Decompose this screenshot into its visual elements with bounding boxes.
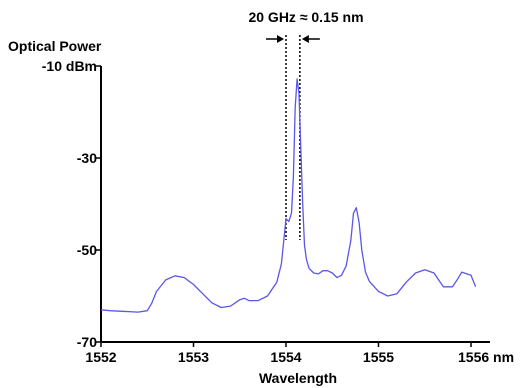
- y-axis-title: Optical Power: [8, 38, 102, 54]
- x-tick-label: 1552: [85, 349, 116, 365]
- y-tick-labels: -10 dBm -30 -50 -70: [42, 58, 97, 350]
- y-tick-label: -30: [77, 150, 97, 166]
- x-tick-labels: 1552 1553 1554 1555 1556 nm: [85, 349, 514, 365]
- y-tick-label: -70: [77, 334, 97, 350]
- marker-arrow-right-head: [301, 35, 309, 43]
- spectrum-line: [100, 78, 477, 313]
- x-tick-label: 1554: [270, 349, 301, 365]
- axes: [96, 65, 490, 347]
- y-tick-label: -10 dBm: [42, 58, 97, 74]
- bandwidth-markers: [266, 35, 320, 240]
- x-tick-label: 1556 nm: [458, 349, 514, 365]
- x-tick-label: 1555: [363, 349, 394, 365]
- x-tick-label: 1553: [178, 349, 209, 365]
- y-tick-label: -50: [77, 242, 97, 258]
- marker-arrow-left-head: [277, 35, 284, 43]
- spectrum-series: [100, 78, 477, 313]
- bandwidth-annotation: 20 GHz ≈ 0.15 nm: [248, 9, 363, 25]
- x-axis-title: Wavelength: [259, 370, 337, 386]
